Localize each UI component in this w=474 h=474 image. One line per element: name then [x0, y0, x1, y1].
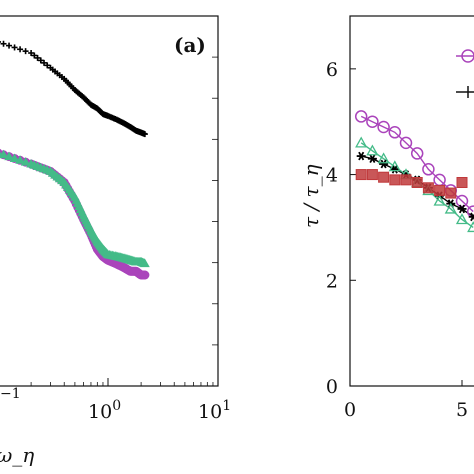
panel-a-label: (a) — [174, 33, 206, 57]
series-a2-point — [140, 270, 150, 280]
legend-marker-1 — [461, 49, 474, 63]
svg-text:−1: −1 — [0, 386, 21, 402]
y-tick-label-b: 4 — [326, 165, 338, 187]
panel-b: 0 2 4 6 0 5 τ / τ_η — [299, 15, 474, 421]
x-tick-label-b: 5 — [456, 399, 468, 421]
series-a3-point — [140, 258, 150, 268]
y-tick-label-b: 2 — [326, 270, 338, 292]
series-b-circle-point — [366, 115, 379, 128]
y-tick-label-b: 0 — [326, 376, 338, 398]
x-tick-base-3: 10 — [198, 401, 222, 423]
series-b-square-point — [400, 174, 412, 186]
series-b-line — [360, 115, 474, 213]
panel-a-frame — [0, 15, 219, 387]
series-b-square-point — [389, 174, 401, 186]
series-b-triangle-point — [455, 213, 469, 225]
series-b-asterisk-point — [468, 212, 474, 222]
x-axis-title-a: ω_η — [0, 443, 34, 467]
series-b-triangle-point — [366, 144, 379, 156]
series-b-triangle-point — [444, 202, 457, 214]
series-b-circle-point — [422, 163, 435, 176]
svg-text:τ / τ_η: τ / τ_η — [299, 164, 323, 228]
series-b-circle-point — [388, 126, 402, 139]
series-b-triangle-point — [377, 152, 390, 164]
series-b-asterisk-point — [379, 159, 389, 169]
series-b-triangle-point — [355, 136, 368, 148]
svg-text:101: 101 — [198, 398, 231, 423]
x-tick-exponent-2: 0 — [112, 398, 121, 414]
panel-b-ticks: 0 2 4 6 0 5 — [326, 59, 468, 421]
series-a3-point — [9, 153, 20, 162]
series-b-square-point — [378, 171, 390, 183]
series-b-asterisk-point — [390, 164, 400, 174]
series-b-triangle-point — [433, 194, 446, 206]
series-b-circle-point — [354, 110, 368, 123]
series-b-square-point — [422, 182, 434, 194]
panel-a-marks — [0, 40, 150, 280]
panel-b-marks — [354, 110, 474, 233]
series-b-circle-point — [455, 194, 469, 208]
series-b-square-point — [456, 177, 468, 188]
series-b-asterisk-point — [356, 151, 366, 161]
x-tick-label-minus-1: −1 — [0, 386, 21, 402]
legend — [456, 49, 474, 98]
y-tick-label-b: 6 — [326, 59, 338, 81]
series-b-asterisk-point — [457, 204, 467, 214]
series-a3-point — [4, 151, 14, 161]
series-b-circle-point — [410, 147, 424, 160]
series-b-square-point — [411, 177, 423, 188]
panel-b-frame — [349, 15, 474, 387]
x-tick-exponent-3: 1 — [222, 398, 231, 414]
panel-b-series-lines — [360, 115, 474, 228]
series-b-triangle-point — [388, 160, 401, 172]
svg-text:100: 100 — [88, 398, 121, 423]
series-b-circle-point — [399, 136, 413, 150]
series-b-triangle-point — [467, 221, 474, 233]
panel-a-ticks — [30, 56, 219, 386]
series-b-asterisk-point — [367, 154, 377, 164]
series-b-circle-point — [377, 120, 390, 134]
series-b-square-point — [445, 187, 457, 199]
x-tick-base-2: 10 — [88, 401, 112, 423]
series-b-square-point — [366, 169, 378, 181]
x-tick-label-0: 100 — [88, 398, 121, 423]
x-tick-label-b: 0 — [344, 399, 356, 421]
series-b-square-point — [355, 169, 367, 181]
series-a3-point — [20, 157, 31, 166]
x-tick-label-1: 101 — [198, 398, 231, 423]
y-axis-title-b: τ / τ_η — [299, 164, 323, 228]
x-tick-exponent-1: −1 — [0, 386, 21, 402]
series-b-square-point — [434, 184, 446, 196]
series-a3-point — [0, 149, 9, 159]
series-a3-point — [15, 155, 25, 164]
panel-a: (a) −1 100 101 ω_η — [0, 15, 231, 467]
